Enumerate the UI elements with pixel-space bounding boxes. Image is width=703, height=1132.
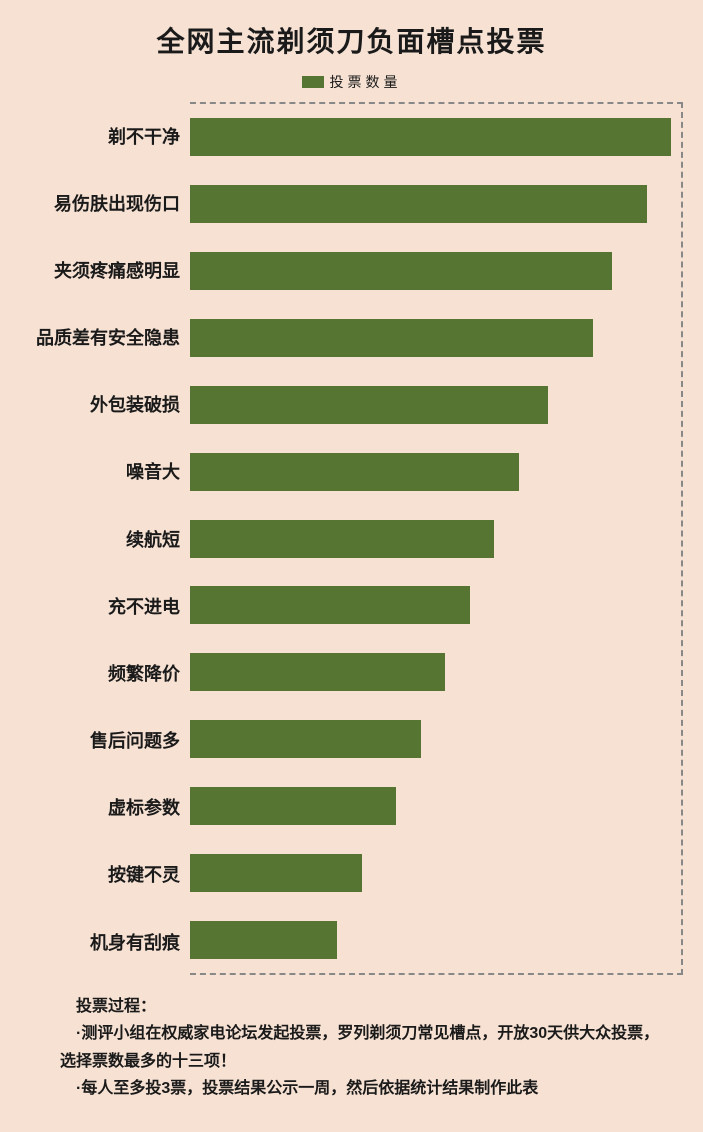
category-label: 夹须疼痛感明显	[20, 236, 190, 303]
category-label: 续航短	[20, 505, 190, 572]
chart-title: 全网主流剃须刀负面槽点投票	[20, 20, 683, 60]
bar-row	[190, 839, 681, 906]
category-label: 品质差有安全隐患	[20, 304, 190, 371]
category-label: 易伤肤出现伤口	[20, 169, 190, 236]
bar	[190, 854, 362, 892]
legend-swatch	[302, 76, 324, 88]
footer-line-2: ·每人至多投3票，投票结果公示一周，然后依据统计结果制作此表	[60, 1075, 663, 1102]
bar-row	[190, 104, 681, 171]
legend-label: 投票数量	[330, 72, 402, 92]
legend: 投票数量	[20, 72, 683, 92]
bar	[190, 921, 337, 959]
bar	[190, 319, 593, 357]
bar	[190, 787, 396, 825]
bars-column	[190, 102, 683, 975]
bar-row	[190, 305, 681, 372]
bar-row	[190, 639, 681, 706]
category-label: 售后问题多	[20, 707, 190, 774]
bar	[190, 653, 445, 691]
footer-line-1: ·测评小组在权威家电论坛发起投票，罗列剃须刀常见槽点，开放30天供大众投票，选择…	[60, 1020, 663, 1074]
bar-row	[190, 171, 681, 238]
bar	[190, 453, 519, 491]
category-label: 频繁降价	[20, 639, 190, 706]
chart-page: 全网主流剃须刀负面槽点投票 投票数量 剃不干净易伤肤出现伤口夹须疼痛感明显品质差…	[0, 0, 703, 1132]
bar	[190, 386, 548, 424]
bar-row	[190, 238, 681, 305]
category-labels-column: 剃不干净易伤肤出现伤口夹须疼痛感明显品质差有安全隐患外包装破损噪音大续航短充不进…	[20, 102, 190, 975]
bar-row	[190, 773, 681, 840]
chart-area: 剃不干净易伤肤出现伤口夹须疼痛感明显品质差有安全隐患外包装破损噪音大续航短充不进…	[20, 102, 683, 975]
category-label: 充不进电	[20, 572, 190, 639]
bar-row	[190, 572, 681, 639]
bar	[190, 118, 671, 156]
footer-notes: 投票过程： ·测评小组在权威家电论坛发起投票，罗列剃须刀常见槽点，开放30天供大…	[20, 993, 683, 1102]
category-label: 外包装破损	[20, 371, 190, 438]
bar-row	[190, 371, 681, 438]
bar-row	[190, 906, 681, 973]
bar	[190, 520, 494, 558]
bar-row	[190, 706, 681, 773]
bar	[190, 720, 421, 758]
category-label: 虚标参数	[20, 774, 190, 841]
category-label: 按键不灵	[20, 841, 190, 908]
bar	[190, 185, 647, 223]
bar	[190, 252, 612, 290]
bar-row	[190, 505, 681, 572]
footer-title: 投票过程：	[60, 993, 663, 1020]
category-label: 噪音大	[20, 438, 190, 505]
category-label: 机身有刮痕	[20, 908, 190, 975]
bar-row	[190, 438, 681, 505]
bar	[190, 586, 470, 624]
category-label: 剃不干净	[20, 102, 190, 169]
